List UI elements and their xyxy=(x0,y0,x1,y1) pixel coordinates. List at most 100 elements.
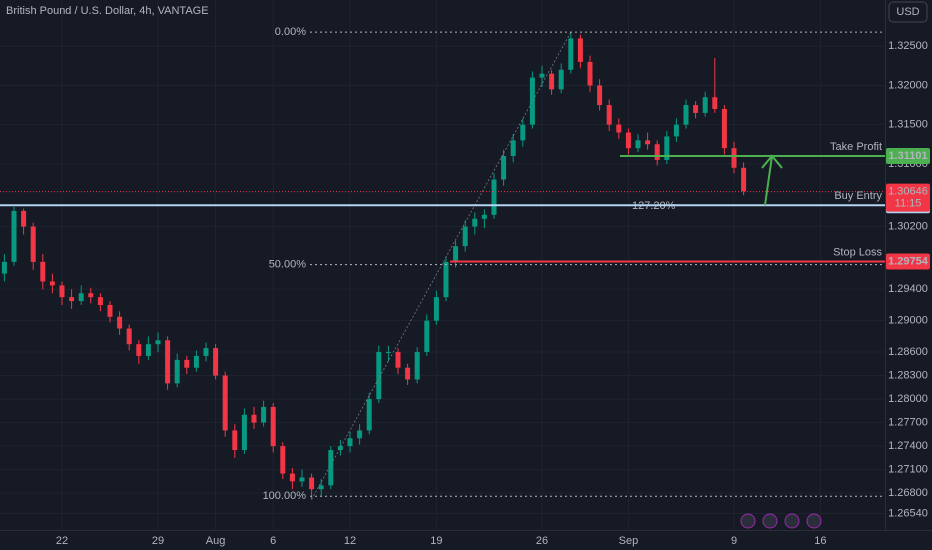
candle-body xyxy=(453,246,459,262)
currency-button[interactable] xyxy=(888,1,928,23)
price-box xyxy=(886,253,930,270)
event-icon[interactable] xyxy=(740,513,756,529)
y-tick-label: 1.27700 xyxy=(888,416,928,428)
y-tick-label: 1.28000 xyxy=(888,393,928,405)
target-arrow xyxy=(761,154,783,206)
candle-body xyxy=(395,352,401,368)
candle-body xyxy=(702,97,708,113)
candle-body xyxy=(69,297,75,302)
candle-body xyxy=(510,140,516,157)
candle-body xyxy=(59,285,65,298)
candle-body xyxy=(97,297,103,305)
candle-body xyxy=(1,261,7,274)
candle-body xyxy=(309,477,315,490)
candle-body xyxy=(693,105,699,113)
candle-body xyxy=(597,85,603,106)
y-tick-label: 1.32500 xyxy=(888,40,928,52)
candle-body xyxy=(577,38,583,62)
candle-body xyxy=(635,140,641,149)
candle-body xyxy=(673,124,679,137)
candle-body xyxy=(261,406,267,423)
fib-trend-line xyxy=(311,31,572,500)
event-icon[interactable] xyxy=(784,513,800,529)
candle-body xyxy=(731,148,737,168)
level-label: Take Profit xyxy=(830,141,882,153)
candle-body xyxy=(539,73,545,78)
y-tick-label: 1.29000 xyxy=(888,315,928,327)
price-box-label: 1.29754 xyxy=(888,255,929,267)
fib-level-label: 50.00% xyxy=(269,259,307,271)
x-tick-label: 26 xyxy=(536,535,548,547)
fib-level-label: 100.00% xyxy=(263,490,307,502)
last-price-label: 1.30646 xyxy=(888,186,928,198)
overlay: 1.325001.320001.315001.310001.302001.294… xyxy=(0,26,930,547)
candle-body xyxy=(241,414,247,451)
candle-body xyxy=(424,320,430,353)
candle-body xyxy=(21,210,27,227)
y-tick-label: 1.29400 xyxy=(888,283,928,295)
candle-body xyxy=(654,144,660,160)
candle-body xyxy=(107,304,113,317)
level-label: Buy Entry xyxy=(834,190,882,202)
candle-body xyxy=(145,344,151,356)
candle-body xyxy=(40,261,46,282)
event-icon[interactable] xyxy=(806,513,822,529)
candle-body xyxy=(462,226,468,247)
x-tick-label: Sep xyxy=(619,535,639,547)
candle-body xyxy=(568,38,574,70)
level-label: Stop Loss xyxy=(833,246,882,258)
candle-body xyxy=(405,367,411,380)
candle-body xyxy=(318,485,324,490)
candle-body xyxy=(501,156,507,180)
candle-body xyxy=(529,77,535,125)
candle-body xyxy=(337,446,343,451)
candle-body xyxy=(472,218,478,227)
fib-level-label: 0.00% xyxy=(275,26,306,38)
candle-body xyxy=(88,293,94,298)
candle-body xyxy=(558,69,564,90)
candle-body xyxy=(414,352,420,380)
candle-body xyxy=(721,108,727,149)
candle-body xyxy=(625,132,631,149)
candle-body xyxy=(645,140,651,145)
candle-body xyxy=(184,359,190,368)
y-tick-label: 1.31500 xyxy=(888,119,928,131)
candle-body xyxy=(385,352,391,354)
candle-body xyxy=(251,414,257,423)
grid xyxy=(0,0,885,530)
x-tick-label: Aug xyxy=(206,535,226,547)
candle-body xyxy=(357,430,363,439)
candle-body xyxy=(741,167,747,192)
candle-body xyxy=(712,97,718,109)
candle-body xyxy=(30,226,36,262)
candle-body xyxy=(299,477,305,482)
candle-body xyxy=(481,214,487,219)
candle-body xyxy=(328,450,334,486)
event-icons xyxy=(740,513,822,529)
candle-body xyxy=(136,344,142,356)
candle-body xyxy=(155,340,161,345)
price-box-label: 1.31101 xyxy=(888,150,927,162)
x-tick-label: 6 xyxy=(270,535,276,547)
candle-body xyxy=(213,348,219,376)
candle-body xyxy=(443,261,449,298)
candle-body xyxy=(587,61,593,86)
candle-body xyxy=(491,179,497,215)
y-tick-label: 1.27100 xyxy=(888,464,928,476)
candle-body xyxy=(549,73,555,90)
candle-body xyxy=(232,430,238,451)
candle-body xyxy=(78,293,84,302)
candle-body xyxy=(520,124,526,141)
candle-body xyxy=(366,399,372,431)
candle-body xyxy=(11,210,17,262)
candle-body xyxy=(126,328,132,345)
candle-body xyxy=(347,438,353,447)
candle-body xyxy=(280,446,286,474)
x-tick-label: 19 xyxy=(430,535,442,547)
candle-body xyxy=(222,375,228,431)
currency-label[interactable]: USD xyxy=(896,6,919,18)
x-tick-label: 9 xyxy=(731,535,737,547)
event-icon[interactable] xyxy=(762,513,778,529)
